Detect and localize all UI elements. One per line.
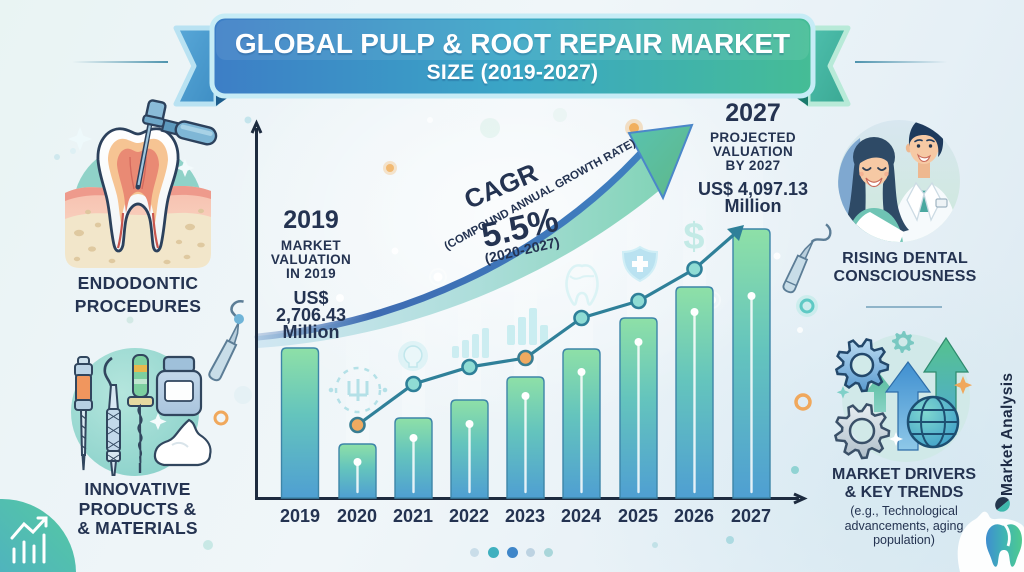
svg-text:$: $ bbox=[683, 216, 704, 258]
